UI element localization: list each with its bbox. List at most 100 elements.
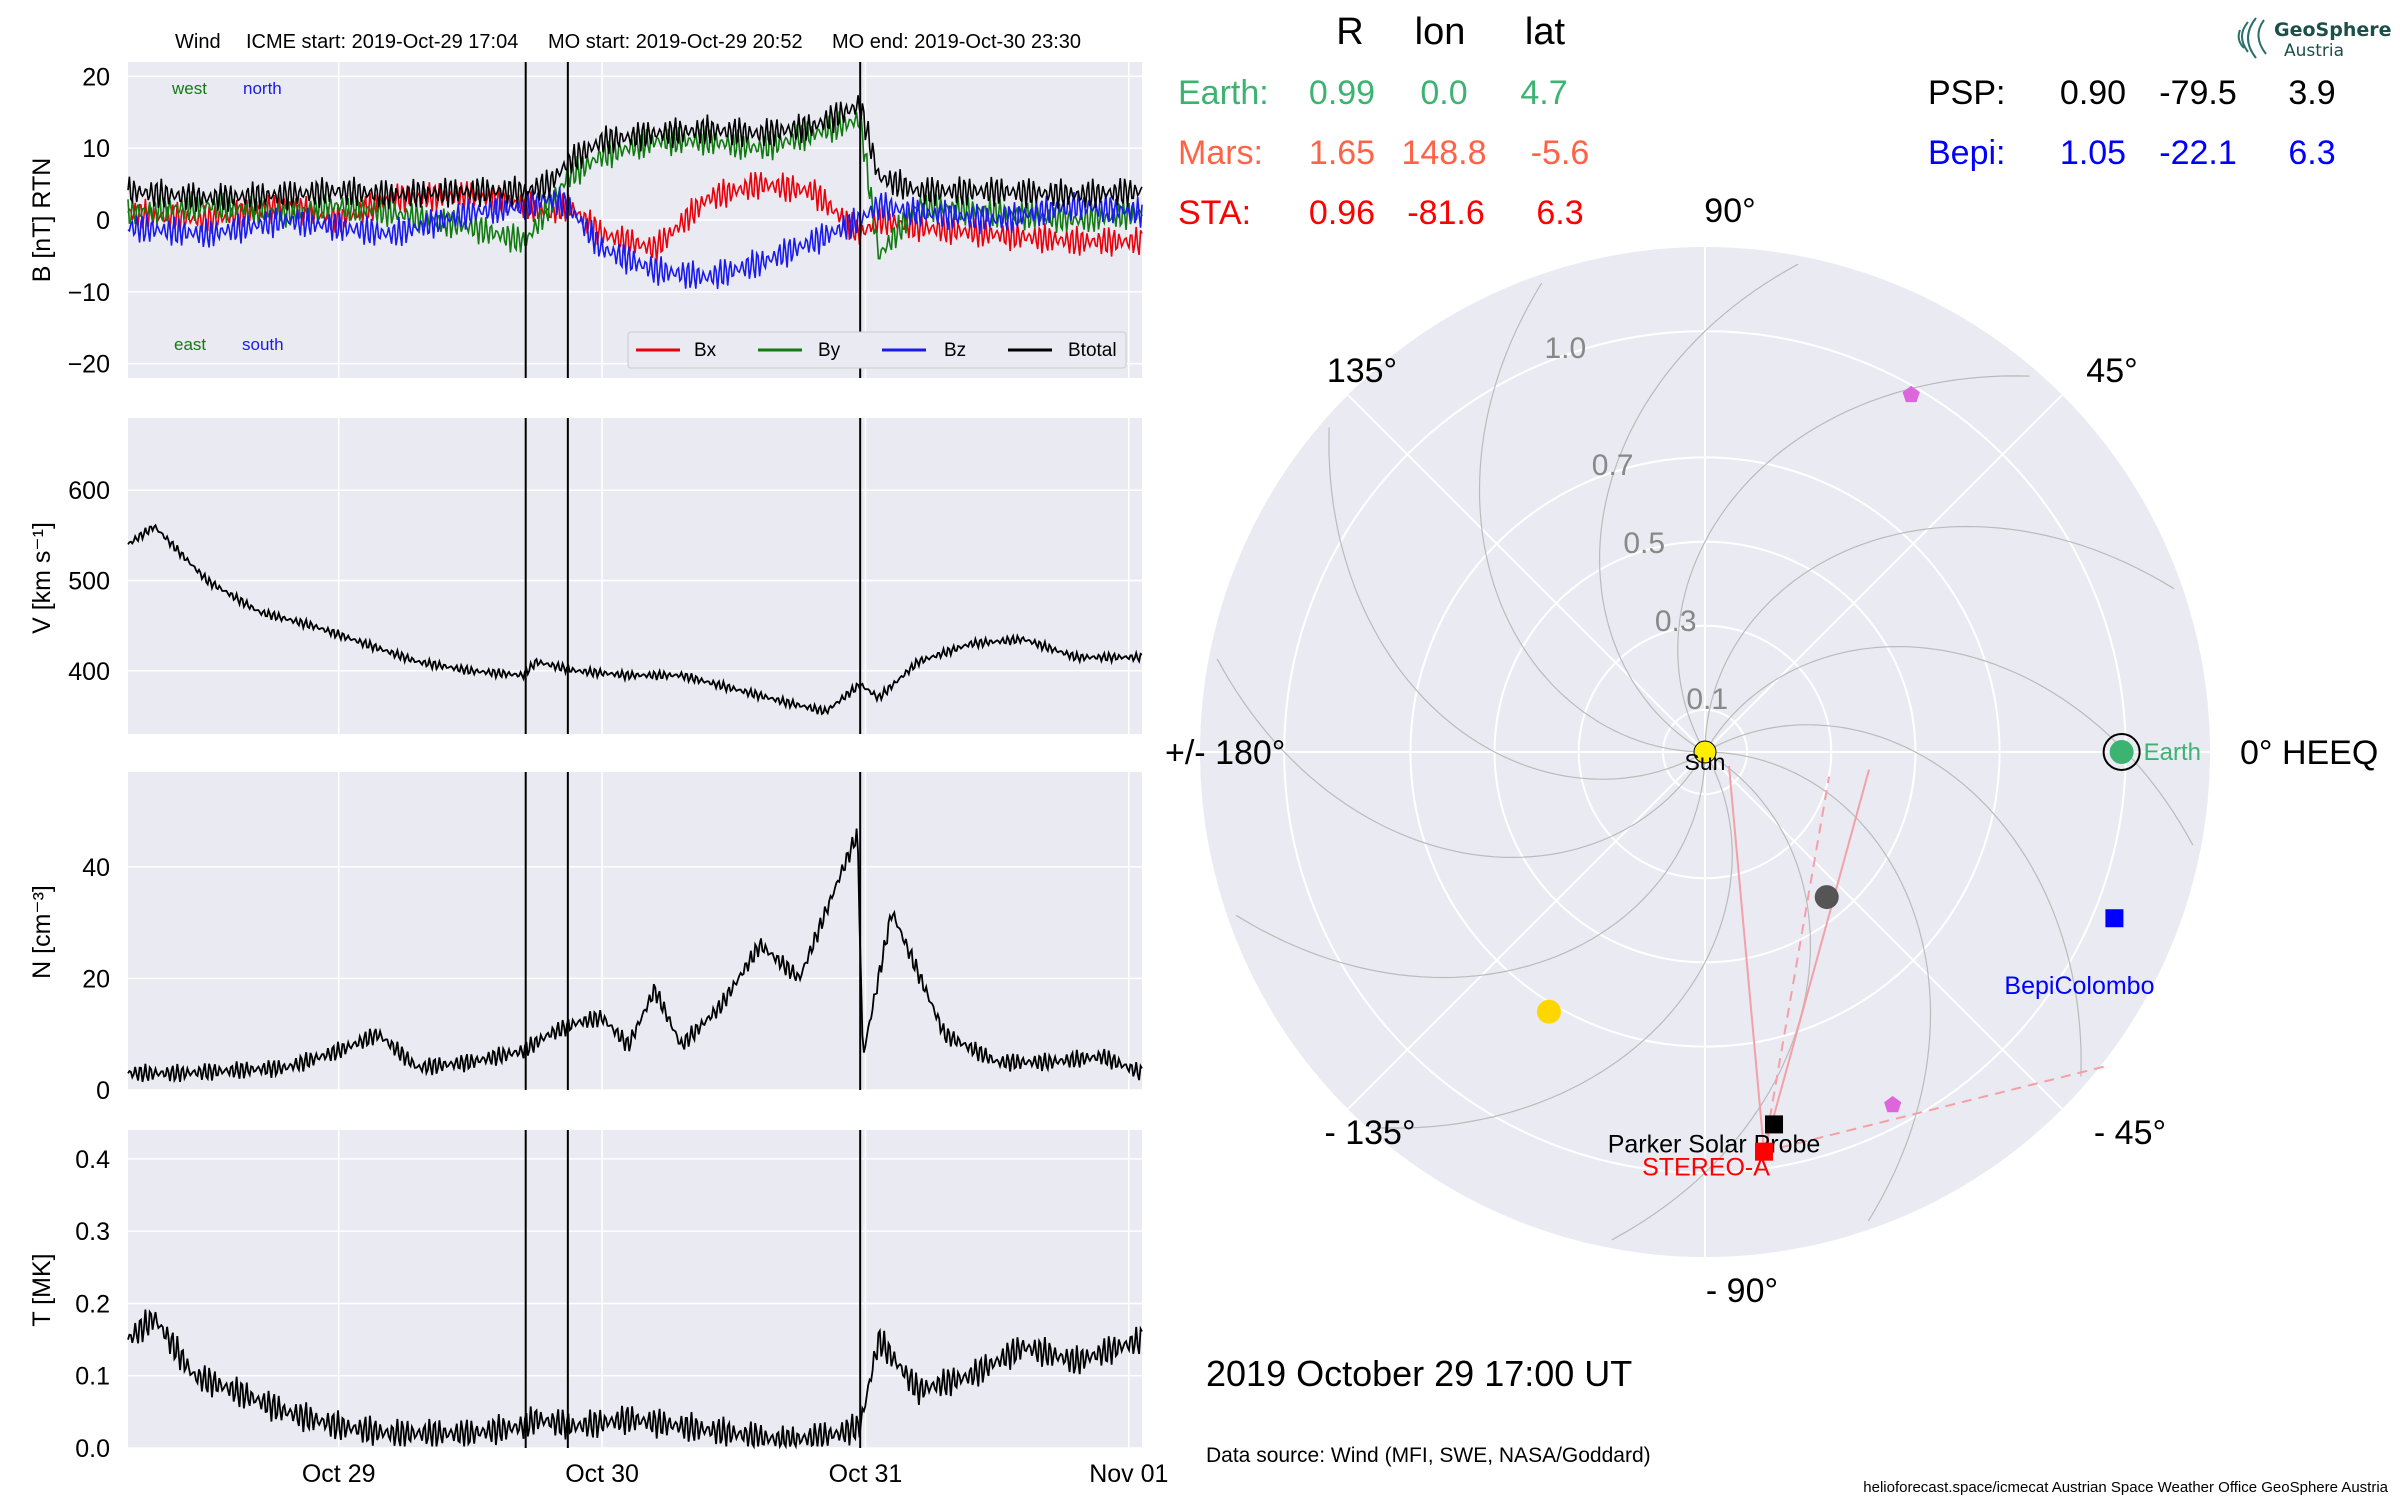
y-tick-label: 10 — [82, 135, 110, 163]
temperature-panel: 0.4 0.3 0.2 0.1 0.0 T [MK] Oct 29 Oct 30 Oct 31 N… — [28, 1130, 1168, 1488]
annotation-west: west — [171, 79, 207, 98]
radial-tick-label: 0.7 — [1592, 449, 1634, 482]
row-sta-name: STA: — [1178, 194, 1251, 232]
earth-marker — [2109, 740, 2134, 764]
legend-bz-label: Bz — [944, 340, 966, 361]
y-tick-label: 20 — [82, 965, 110, 993]
angle-label: 45° — [2086, 352, 2137, 390]
row-psp-lat: 3.9 — [2288, 74, 2335, 112]
b-legend: Bx By Bz Btotal — [627, 331, 1127, 369]
earth-ring — [2102, 733, 2141, 771]
legend-box — [627, 331, 1127, 369]
angle-label: - 90° — [1706, 1272, 1778, 1310]
y-tick-label: 0.0 — [75, 1435, 110, 1463]
parker-spiral-line — [1598, 263, 1799, 749]
velocity-panel: 600 500 400 V [km s⁻¹] — [28, 418, 1143, 734]
y-axis-label: T [MK] — [28, 1253, 56, 1326]
row-psp-name: PSP: — [1928, 74, 2005, 112]
angle-label: 0° HEEQ — [2240, 734, 2378, 772]
fov-ray — [1728, 765, 1766, 1152]
plot-area — [128, 418, 1142, 734]
data-source: Data source: Wind (MFI, SWE, NASA/Goddar… — [1206, 1444, 1651, 1467]
x-tick-label: Nov 01 — [1089, 1460, 1168, 1488]
table-col-lat: lat — [1525, 11, 1566, 53]
y-axis-label: B [nT] RTN — [28, 158, 56, 283]
fov-ray-dashed — [1763, 776, 1831, 1152]
y-tick-label: 0.4 — [75, 1146, 110, 1174]
y-tick-label: 0.3 — [75, 1218, 110, 1246]
logo-line2: Austria — [2284, 41, 2344, 61]
y-tick-label: 40 — [82, 854, 110, 882]
stereo-a-marker — [1755, 1142, 1774, 1161]
series-line-bz — [127, 187, 1143, 289]
y-axis-label: N [cm⁻³] — [28, 885, 56, 979]
fov-ray — [1763, 769, 1870, 1152]
series-line-data — [127, 1309, 1143, 1450]
row-earth-r: 0.99 — [1309, 74, 1375, 112]
plot-area — [128, 772, 1142, 1090]
header-icme-start: ICME start: 2019-Oct-29 17:04 — [246, 31, 518, 53]
row-bepi-lat: 6.3 — [2288, 134, 2335, 172]
header-mo-end: MO end: 2019-Oct-30 23:30 — [832, 31, 1081, 53]
row-earth-name: Earth: — [1178, 74, 1269, 112]
angle-label: +/- 180° — [1165, 734, 1285, 772]
radial-tick-label: 0.3 — [1655, 605, 1697, 638]
parker-spiral-line — [1611, 755, 1812, 1241]
row-earth-lon: 0.0 — [1420, 74, 1467, 112]
radial-tick-label: 0.5 — [1623, 527, 1665, 560]
timestamp: 2019 October 29 17:00 UT — [1206, 1353, 1632, 1394]
stereo-a-label: STEREO-A — [1642, 1154, 1770, 1182]
parker-spiral-line — [1712, 724, 2082, 1077]
row-bepi-r: 1.05 — [2060, 134, 2126, 172]
psp-label: Parker Solar Probe — [1608, 1130, 1821, 1158]
row-psp-lon: -79.5 — [2159, 74, 2237, 112]
bepicolombo-marker — [2105, 909, 2124, 928]
spacecraft-marker-pentagon — [1902, 385, 1920, 403]
row-sta-lon: -81.6 — [1407, 194, 1485, 232]
planet-marker-gray — [1814, 885, 1839, 910]
angle-label: - 45° — [2094, 1114, 2166, 1152]
x-tick-label: Oct 31 — [829, 1460, 903, 1488]
logo-line1: GeoSphere — [2274, 19, 2392, 41]
polar-position-plot: 0.1 0.3 0.5 0.7 1.0 90° 45° 0° HEEQ - 45° - 90° - … — [1165, 192, 2378, 1310]
y-tick-label: 400 — [68, 658, 110, 686]
annotation-north: north — [243, 79, 282, 98]
row-mars-lon: 148.8 — [1401, 134, 1486, 172]
y-tick-label: 0.2 — [75, 1290, 110, 1318]
series-line-data — [127, 828, 1143, 1084]
geosphere-logo: GeoSphere Austria — [2237, 17, 2392, 61]
y-axis-label: V [km s⁻¹] — [28, 522, 56, 634]
x-tick-label: Oct 30 — [565, 1460, 639, 1488]
angle-label: - 135° — [1324, 1114, 1415, 1152]
table-col-r: R — [1336, 11, 1363, 53]
parker-spiral-line — [1380, 759, 1733, 1129]
header-spacecraft: Wind — [175, 31, 221, 53]
row-bepi-lon: -22.1 — [2159, 134, 2237, 172]
y-tick-label: 600 — [68, 477, 110, 505]
y-tick-label: 500 — [68, 568, 110, 596]
plot-area — [128, 1130, 1142, 1448]
sun-marker — [1693, 740, 1717, 764]
row-bepi-name: Bepi: — [1928, 134, 2006, 172]
parker-spiral-line — [1713, 751, 1932, 1222]
header-mo-start: MO start: 2019-Oct-29 20:52 — [548, 31, 803, 53]
fov-ray-dashed — [1763, 1065, 2105, 1153]
angular-grid-line — [1347, 751, 1706, 1110]
x-tick-label: Oct 29 — [302, 1460, 376, 1488]
table-col-lon: lon — [1415, 11, 1466, 53]
legend-by-label: By — [818, 340, 841, 361]
radial-tick-label: 0.1 — [1686, 683, 1728, 716]
parker-spiral-line — [1235, 760, 1706, 979]
angular-grid-line — [1347, 394, 1706, 753]
row-mars-r: 1.65 — [1309, 134, 1375, 172]
y-tick-label: 20 — [82, 63, 110, 91]
row-psp-r: 0.90 — [2060, 74, 2126, 112]
parker-spiral-line — [1478, 282, 1697, 753]
series-line-data — [127, 523, 1143, 716]
parker-spiral-line — [1216, 658, 1702, 859]
row-earth-lat: 4.7 — [1520, 74, 1567, 112]
legend-btotal-label: Btotal — [1068, 340, 1117, 361]
y-tick-label: 0.1 — [75, 1363, 110, 1391]
logo-swirl-icon — [2237, 17, 2267, 59]
